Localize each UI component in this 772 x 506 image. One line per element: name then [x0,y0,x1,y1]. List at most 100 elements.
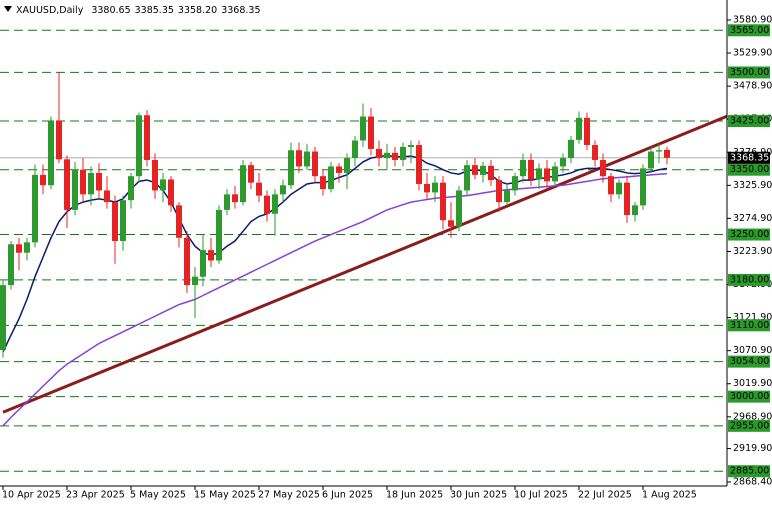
candle-body [200,250,206,277]
candle-body [24,242,30,253]
candle-body [608,176,614,195]
candle-body [488,165,494,181]
candle-body [288,150,294,186]
candle-body [168,179,174,206]
candle-body [432,182,438,193]
candle-body [512,176,518,191]
candle-body [256,182,262,196]
level-label-box [728,228,770,241]
x-tick-label: 1 Aug 2025 [642,490,697,501]
candle-body [560,158,566,167]
candle-body [136,115,142,177]
candle-body [192,276,198,286]
candle-body [104,190,110,203]
candle-body [552,166,558,182]
candle-body [88,172,94,195]
candle-body [464,165,470,191]
candle-body [304,151,310,167]
candle-body [152,159,158,191]
candle-body [352,140,358,159]
candle-body [8,244,14,286]
chart-header: XAUUSD,Daily 3380.65 3385.35 3358.20 3368.35 [16,5,261,16]
candle-body [0,285,6,350]
candle-body [360,116,366,141]
x-tick-label: 27 May 2025 [258,490,320,501]
candle-body [328,166,334,190]
plot-area [0,29,727,472]
level-label: 3000.00 [730,391,769,402]
candle-body [648,151,654,169]
level-label-box [728,24,770,37]
candle-body [344,158,350,173]
candle-body [144,115,150,160]
candle-body [208,250,214,261]
y-tick-label: 3274.90 [733,213,772,224]
candle-body [616,182,622,195]
level-label-box [728,465,770,478]
x-tick-label: 18 Jun 2025 [386,490,443,501]
header-value: 3380.65 [91,5,130,16]
x-tick-label: 30 Jun 2025 [450,490,507,501]
level-label: 3425.00 [730,116,769,127]
candle-body [280,185,286,195]
y-tick-label: 2868.40 [733,476,772,487]
header-icon [4,6,12,12]
level-label-box [728,355,770,368]
x-tick-label: 6 Jun 2025 [322,490,373,501]
y-tick-label: 3478.90 [733,81,772,92]
x-tick-label: 5 May 2025 [130,490,186,501]
trendline [2,114,727,414]
candle-body [160,179,166,191]
candle-body [176,205,182,238]
y-tick-label: 3121.90 [733,312,772,323]
level-label: 3500.00 [730,67,769,78]
candle-body [368,116,374,149]
candle-body [216,209,222,261]
candle-body [272,194,278,214]
candle-body [664,149,670,158]
candle-body [448,220,454,227]
level-label: 3250.00 [730,229,769,240]
y-tick-label: 2919.90 [733,443,772,454]
candle-body [296,150,302,167]
candle-body [184,237,190,286]
candle-body [336,166,342,173]
candle-body [456,190,462,227]
candle-body [120,200,126,242]
x-tick-label: 22 Jul 2025 [578,490,632,501]
level-label: 2885.00 [730,466,769,477]
level-label: 3565.00 [730,25,769,36]
candle-body [72,169,78,210]
x-tick-label: 10 Apr 2025 [2,490,61,501]
level-label-box [728,390,770,403]
candle-body [96,172,102,191]
moving-average [2,172,668,427]
y-tick-label: 3019.90 [733,378,772,389]
candle-body [528,159,534,180]
candle-body [400,146,406,160]
x-tick-label: 23 Apr 2025 [66,490,125,501]
y-tick-label: 3070.90 [733,345,772,356]
candle-body [64,159,70,210]
level-label: 3054.00 [730,356,769,367]
header-value: 3385.35 [135,5,174,16]
candle-body [472,165,478,175]
y-tick-label: 3580.90 [733,14,772,25]
candle-body [384,152,390,159]
y-tick-label: 3325.90 [733,180,772,191]
level-label: 2955.00 [730,420,769,431]
candle-body [592,145,598,160]
candle-body [224,194,230,210]
x-tick-label: 10 Jul 2025 [514,490,568,501]
candle-body [128,176,134,201]
level-label-box [728,319,770,332]
header-value: 3358.20 [178,5,217,16]
candle-body [320,176,326,190]
candle-body [504,190,510,203]
candle-body [416,145,422,184]
level-label: 3110.00 [730,320,769,331]
chart-title: XAUUSD,Daily [16,5,84,16]
